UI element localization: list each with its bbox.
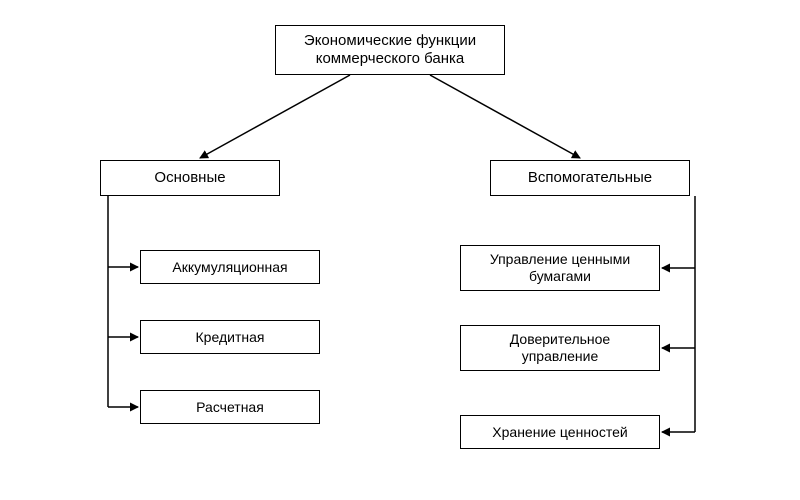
node-right: Вспомогательные xyxy=(490,160,690,196)
node-l3: Расчетная xyxy=(140,390,320,424)
node-l2: Кредитная xyxy=(140,320,320,354)
edge-root_bottom xyxy=(200,75,350,158)
diagram-edges xyxy=(0,0,800,500)
node-r1: Управление ценными бумагами xyxy=(460,245,660,291)
node-left: Основные xyxy=(100,160,280,196)
node-r2: Доверительное управление xyxy=(460,325,660,371)
node-r3: Хранение ценностей xyxy=(460,415,660,449)
edge-root_bottom xyxy=(430,75,580,158)
node-root: Экономические функции коммерческого банк… xyxy=(275,25,505,75)
node-l1: Аккумуляционная xyxy=(140,250,320,284)
